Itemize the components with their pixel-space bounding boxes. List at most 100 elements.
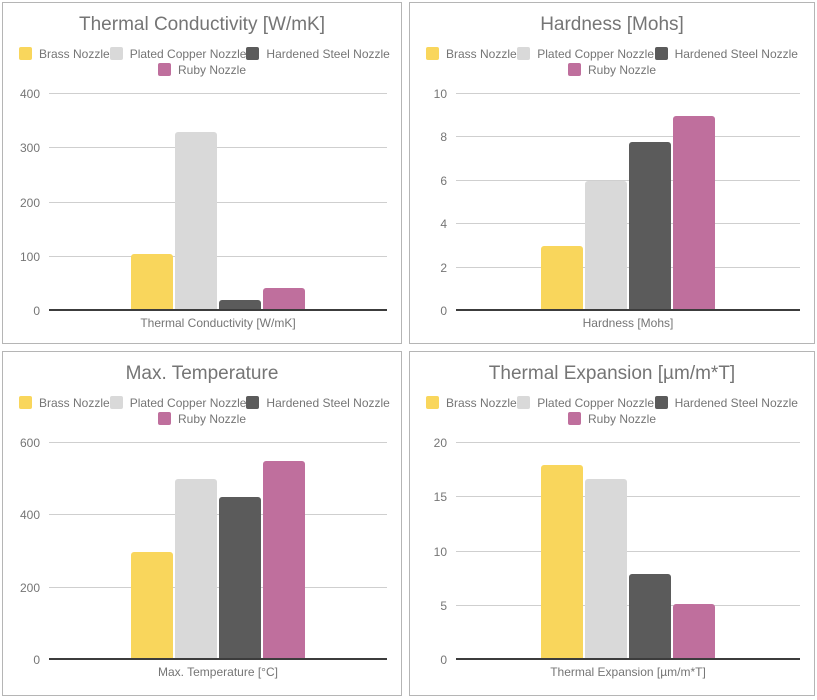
y-tick-label: 8 (440, 130, 447, 145)
legend-label: Brass Nozzle (446, 395, 517, 410)
y-tick-label: 100 (19, 249, 40, 264)
legend: Brass Nozzle Plated Copper Nozzle Harden… (19, 395, 390, 410)
gridline (456, 179, 800, 181)
bar-brass-nozzle[interactable] (541, 245, 583, 311)
x-axis-baseline (456, 309, 800, 311)
chart-card-thermal-expansion: Thermal Expansion [µm/m*T] Brass Nozzle … (409, 351, 815, 696)
y-tick-label: 0 (440, 653, 447, 667)
bar-hardened-steel-nozzle[interactable] (219, 300, 261, 311)
bar-hardened-steel-nozzle[interactable] (629, 141, 671, 311)
gridline (49, 514, 387, 516)
legend-swatch-brass (19, 396, 32, 409)
gridline (456, 266, 800, 268)
legend-row-2: Ruby Nozzle (3, 62, 401, 77)
chart-title: Max. Temperature (125, 363, 279, 384)
bar-hardened-steel-nozzle[interactable] (219, 497, 261, 660)
bar-ruby-nozzle[interactable] (673, 115, 715, 311)
legend-item-plated-copper-nozzle: Plated Copper Nozzle (517, 47, 654, 61)
y-tick-label: 0 (33, 304, 40, 318)
legend-label: Brass Nozzle (39, 46, 110, 61)
legend-label: Hardened Steel Nozzle (266, 46, 390, 61)
legend-item-brass-nozzle: Brass Nozzle (426, 47, 517, 61)
legend-swatch-ruby (157, 63, 171, 76)
gridline (49, 201, 387, 203)
bar-group (456, 94, 800, 311)
bar-brass-nozzle[interactable] (541, 464, 583, 660)
legend-row-2: Ruby Nozzle (410, 62, 814, 77)
legend-label: Plated Copper Nozzle (537, 395, 654, 410)
gridline (456, 550, 800, 552)
legend-swatch-hardened-steel (246, 396, 260, 409)
y-tick-label: 2 (440, 260, 447, 275)
legend: Brass Nozzle Plated Copper Nozzle Harden… (19, 46, 390, 61)
legend-item-brass-nozzle: Brass Nozzle (19, 47, 110, 61)
legend-swatch-hardened-steel (246, 47, 260, 60)
x-axis-label: Thermal Expansion [µm/m*T] (550, 665, 706, 679)
legend-label: Plated Copper Nozzle (129, 395, 247, 410)
gridline (49, 147, 387, 149)
y-tick-label: 10 (433, 87, 447, 101)
legend-item-brass-nozzle: Brass Nozzle (426, 396, 517, 410)
legend-label: Plated Copper Nozzle (537, 46, 654, 61)
chart-title: Thermal Conductivity [W/mK] (79, 14, 325, 35)
legend-label: Plated Copper Nozzle (129, 46, 247, 61)
y-tick-label: 300 (19, 141, 40, 156)
y-tick-label: 0 (33, 653, 40, 667)
legend-item-brass-nozzle: Brass Nozzle (19, 396, 110, 410)
legend-item-hardened-steel-nozzle: Hardened Steel Nozzle (246, 396, 390, 410)
y-tick-label: 200 (19, 195, 40, 210)
legend-swatch-plated-copper (109, 396, 123, 409)
legend-label: Hardened Steel Nozzle (674, 46, 798, 61)
legend-swatch-ruby (567, 412, 581, 425)
legend-item-ruby-nozzle: Ruby Nozzle (567, 62, 657, 77)
chart-card-hardness: Hardness [Mohs] Brass Nozzle Plated Copp… (409, 2, 815, 344)
bar-plated-copper-nozzle[interactable] (585, 478, 627, 660)
x-axis-label: Max. Temperature [°C] (158, 665, 278, 679)
bar-group (456, 443, 800, 660)
bar-ruby-nozzle[interactable] (263, 288, 305, 311)
y-tick-label: 5 (440, 598, 447, 613)
chart-card-thermal-conductivity: Thermal Conductivity [W/mK] Brass Nozzle… (2, 2, 402, 344)
bar-plated-copper-nozzle[interactable] (175, 479, 217, 660)
legend-label: Ruby Nozzle (587, 411, 657, 426)
bar-hardened-steel-nozzle[interactable] (629, 574, 671, 660)
x-axis-baseline (49, 309, 387, 311)
plot-area-max-temperature: 0 200 400 600 (20, 436, 387, 667)
legend-swatch-hardened-steel (654, 396, 668, 409)
legend-label: Ruby Nozzle (587, 62, 657, 77)
legend-swatch-plated-copper (517, 396, 531, 409)
y-tick-label: 4 (440, 217, 447, 232)
legend-item-plated-copper-nozzle: Plated Copper Nozzle (109, 46, 247, 61)
plot-area-thermal-conductivity: 0 100 200 300 400 (20, 87, 387, 318)
legend-swatch-hardened-steel (654, 47, 668, 60)
legend-swatch-brass (19, 47, 32, 60)
gridline (456, 442, 800, 443)
y-tick-label: 400 (19, 508, 40, 523)
legend-item-plated-copper-nozzle: Plated Copper Nozzle (517, 396, 654, 410)
legend-row-2: Ruby Nozzle (410, 411, 814, 426)
x-axis-label: Hardness [Mohs] (582, 316, 674, 330)
plot-area-hardness: 0 2 4 6 8 10 (434, 87, 800, 318)
bar-brass-nozzle[interactable] (131, 254, 173, 311)
gridline (49, 93, 387, 94)
bar-plated-copper-nozzle[interactable] (585, 180, 627, 311)
gridline (49, 255, 387, 257)
chart-title: Thermal Expansion [µm/m*T] (488, 363, 736, 384)
y-tick-label: 20 (433, 436, 447, 450)
bar-group (49, 94, 387, 311)
y-tick-label: 10 (433, 544, 447, 559)
bar-brass-nozzle[interactable] (131, 551, 173, 660)
legend-item-hardened-steel-nozzle: Hardened Steel Nozzle (654, 395, 798, 410)
bar-ruby-nozzle[interactable] (673, 603, 715, 660)
y-tick-label: 0 (440, 304, 447, 318)
bar-plated-copper-nozzle[interactable] (175, 131, 217, 311)
bar-ruby-nozzle[interactable] (263, 461, 305, 660)
legend-label: Hardened Steel Nozzle (674, 395, 798, 410)
x-axis-label: Thermal Conductivity [W/mK] (140, 316, 296, 330)
gridline (456, 136, 800, 138)
y-tick-label: 15 (433, 490, 447, 505)
y-tick-label: 600 (19, 436, 40, 450)
legend-item-ruby-nozzle: Ruby Nozzle (567, 411, 657, 426)
legend-swatch-plated-copper (517, 47, 531, 60)
gridline (49, 586, 387, 588)
